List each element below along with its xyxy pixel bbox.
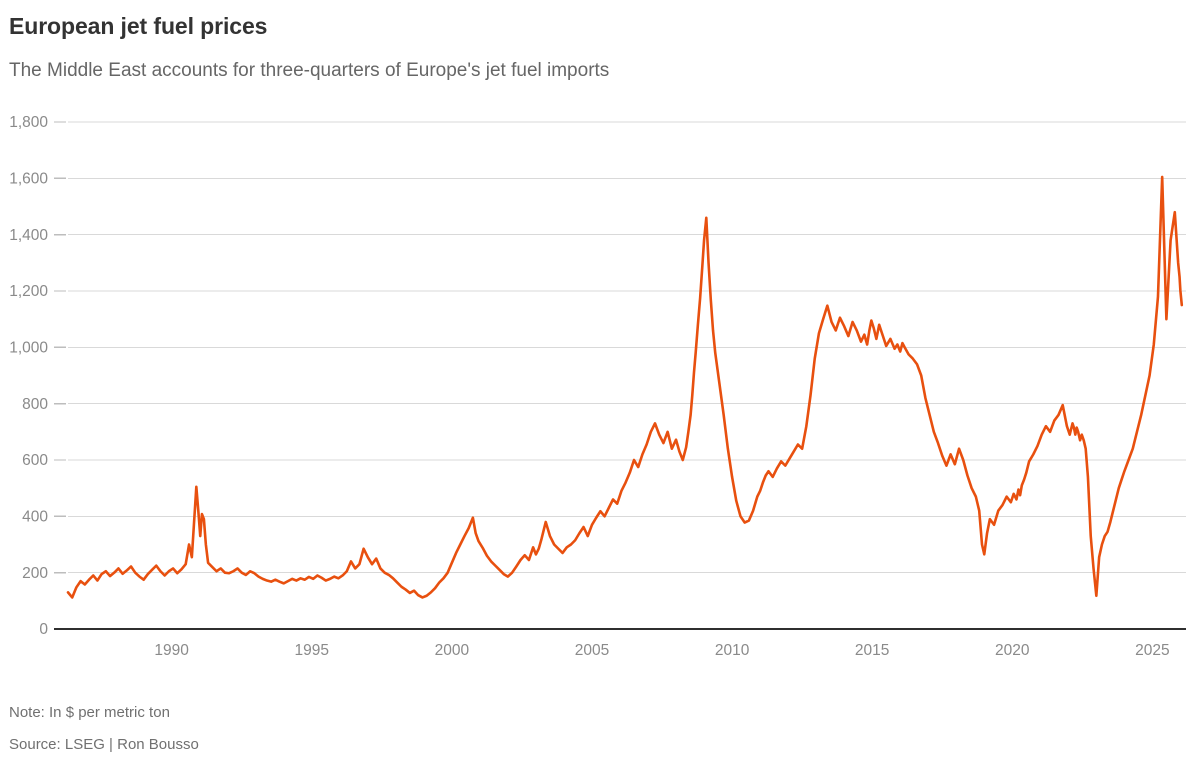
x-axis-label-2005: 2005 bbox=[575, 642, 609, 659]
data-series-group bbox=[66, 175, 1184, 599]
x-axis-label-2000: 2000 bbox=[435, 642, 470, 659]
y-axis-label-1,200: 1,200 bbox=[9, 283, 48, 300]
y-axis-labels-group: 0 200 400 600 800 1,000 1,200 1,400 1,600 1,800 bbox=[9, 114, 48, 638]
y-axis-label-0: 0 bbox=[39, 621, 48, 638]
y-axis-label-800: 800 bbox=[22, 396, 48, 413]
y-axis-label-600: 600 bbox=[22, 452, 48, 469]
chart-note: Note: In $ per metric ton bbox=[9, 704, 170, 721]
x-axis-label-2015: 2015 bbox=[855, 642, 889, 659]
x-axis-labels-group: 1990 1995 2000 2005 2010 2015 2020 2025 bbox=[154, 642, 1169, 659]
chart-source: Source: LSEG | Ron Bousso bbox=[9, 736, 199, 753]
page-title: European jet fuel prices bbox=[9, 13, 268, 39]
data-line-european-jet-fuel-price bbox=[66, 175, 1184, 599]
y-axis-label-400: 400 bbox=[22, 508, 48, 525]
y-axis-label-1,400: 1,400 bbox=[9, 227, 48, 244]
line-chart-svg: 0 200 400 600 800 1,000 1,200 1,400 1,600 1,800 1… bbox=[9, 114, 1186, 659]
x-axis-label-2020: 2020 bbox=[995, 642, 1030, 659]
y-axis-label-1,800: 1,800 bbox=[9, 114, 48, 131]
x-axis-label-2025: 2025 bbox=[1135, 642, 1169, 659]
page-subtitle: The Middle East accounts for three-quart… bbox=[9, 60, 610, 81]
chart-plot-area: 0 200 400 600 800 1,000 1,200 1,400 1,600 1,800 1… bbox=[9, 114, 1186, 659]
y-tick-marks-group bbox=[54, 121, 66, 630]
x-axis-label-1990: 1990 bbox=[154, 642, 189, 659]
x-axis-label-1995: 1995 bbox=[295, 642, 329, 659]
y-axis-label-1,600: 1,600 bbox=[9, 170, 48, 187]
y-axis-label-200: 200 bbox=[22, 565, 48, 582]
y-axis-label-1,000: 1,000 bbox=[9, 339, 48, 356]
x-axis-label-2010: 2010 bbox=[715, 642, 750, 659]
gridlines-group bbox=[68, 121, 1186, 574]
